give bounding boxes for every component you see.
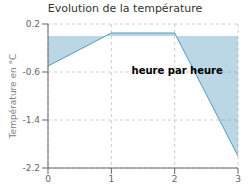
svg-text:Température en °C: Température en °C: [8, 54, 18, 140]
svg-text:0.2: 0.2: [26, 19, 40, 29]
svg-text:-2.2: -2.2: [22, 163, 40, 173]
html-text:Evolution de la température: Evolution de la température: [47, 2, 203, 15]
svg-text:0: 0: [45, 174, 51, 184]
svg-text:-0.6: -0.6: [22, 67, 40, 77]
svg-text:3: 3: [235, 174, 241, 184]
svg-text:2: 2: [172, 174, 178, 184]
html-text:heure par heure: heure par heure: [131, 64, 223, 76]
svg-text:1: 1: [108, 174, 114, 184]
svg-text:-1.4: -1.4: [22, 115, 40, 125]
